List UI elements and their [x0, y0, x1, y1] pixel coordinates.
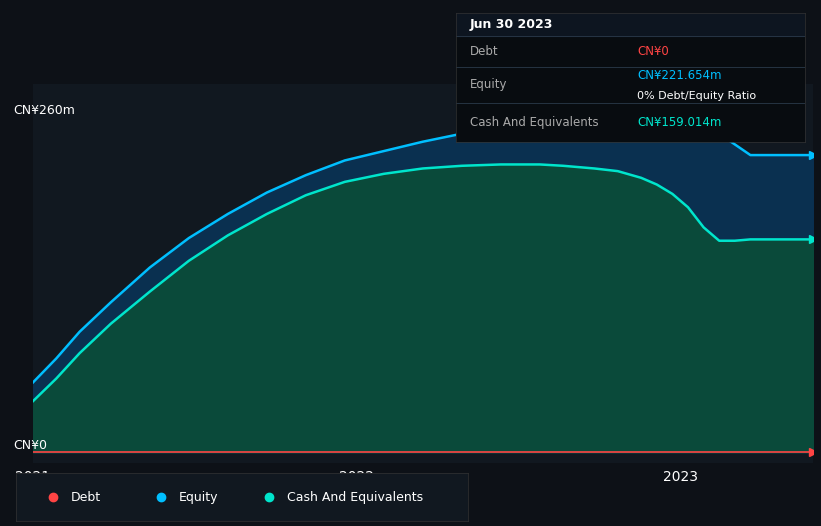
Text: CN¥0: CN¥0	[13, 439, 48, 452]
Text: 0% Debt/Equity Ratio: 0% Debt/Equity Ratio	[637, 90, 756, 100]
Text: Cash And Equivalents: Cash And Equivalents	[287, 491, 424, 503]
Text: Debt: Debt	[71, 491, 101, 503]
Text: Equity: Equity	[470, 77, 507, 90]
Text: Cash And Equivalents: Cash And Equivalents	[470, 116, 599, 129]
Text: CN¥0: CN¥0	[637, 45, 669, 58]
Text: Jun 30 2023: Jun 30 2023	[470, 18, 553, 31]
Text: Debt: Debt	[470, 45, 498, 58]
Text: CN¥221.654m: CN¥221.654m	[637, 68, 722, 82]
Text: CN¥159.014m: CN¥159.014m	[637, 116, 722, 129]
Text: Equity: Equity	[179, 491, 218, 503]
Text: CN¥260m: CN¥260m	[13, 104, 76, 117]
Bar	[456, 13, 805, 36]
